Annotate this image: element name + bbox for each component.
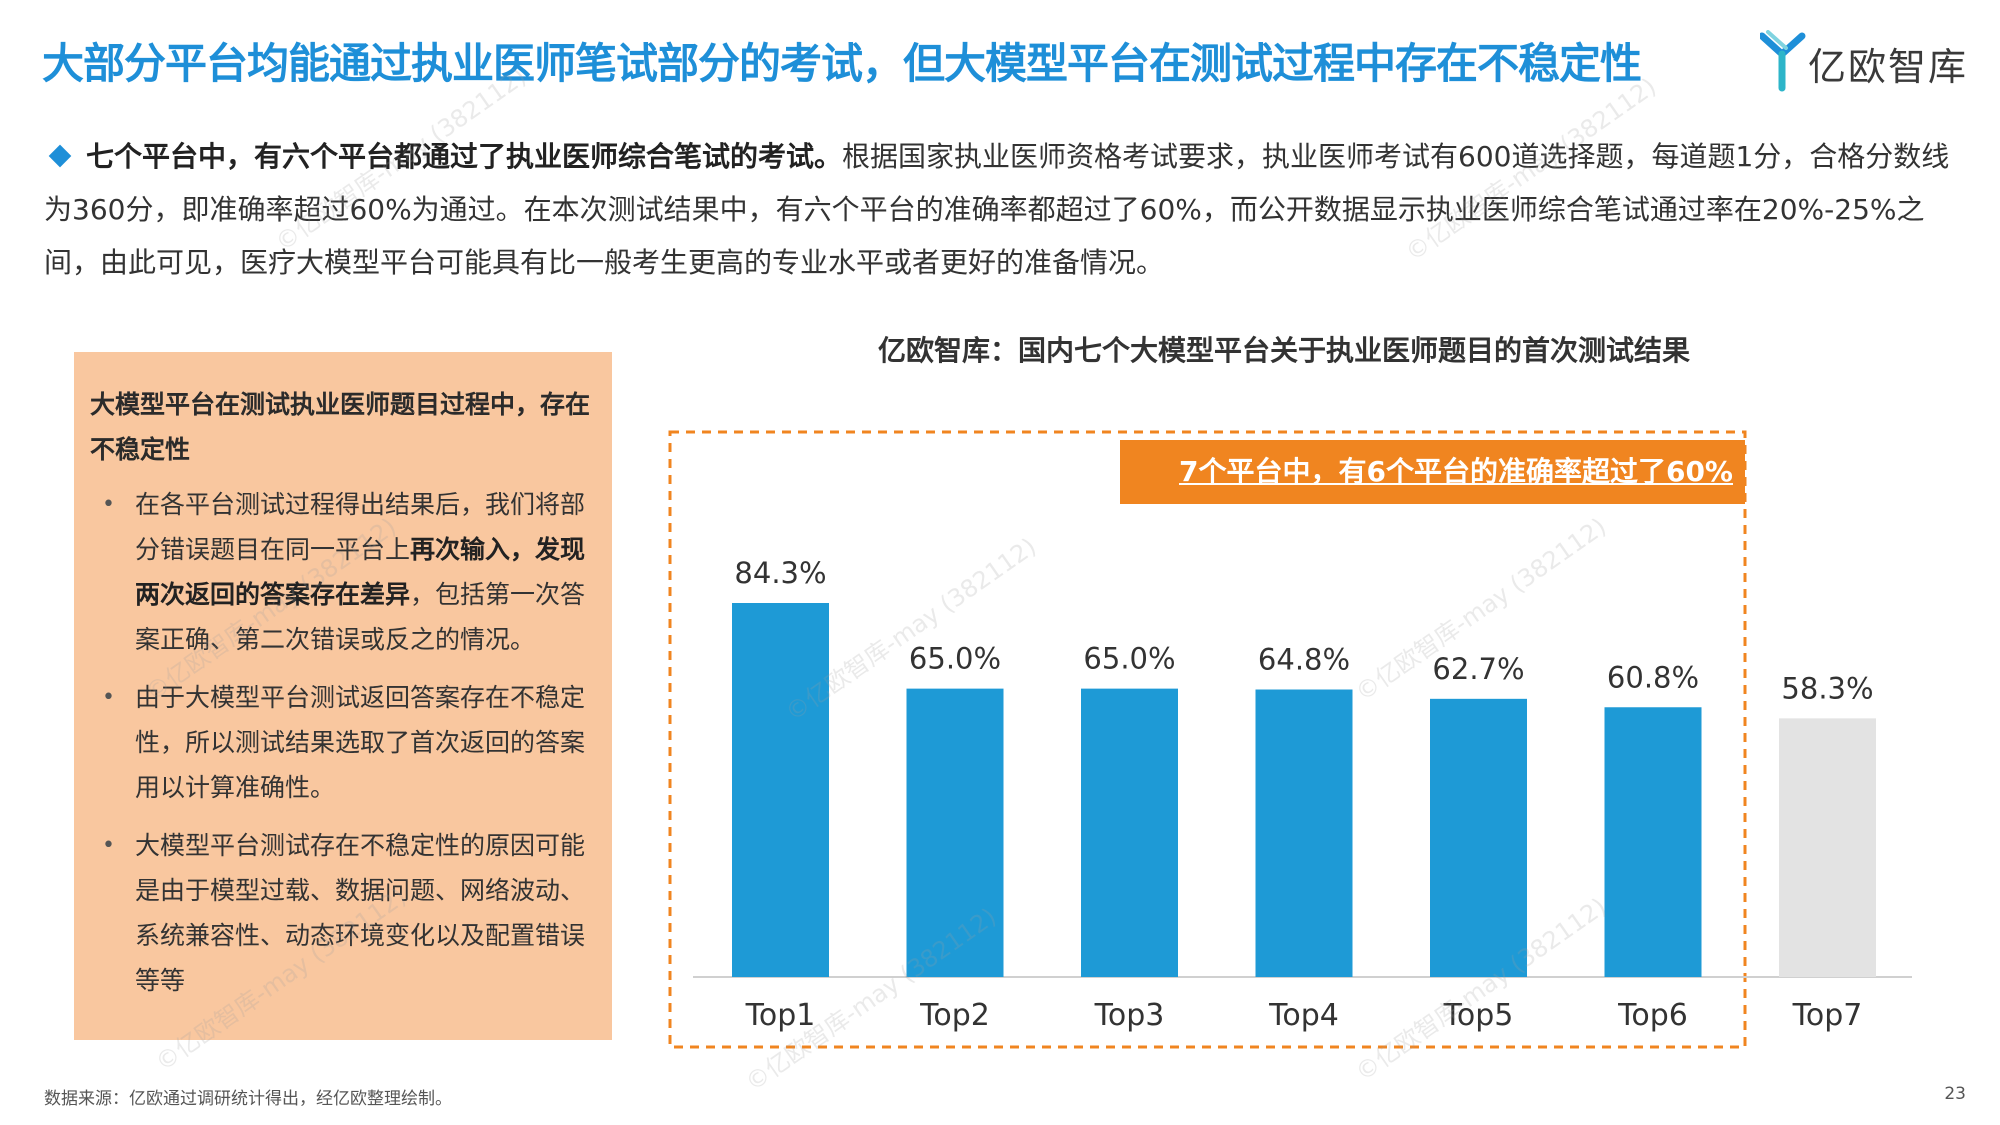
logo-text: 亿欧智库 bbox=[1808, 45, 1969, 89]
note-heading: 大模型平台在测试执业医师题目过程中，存在不稳定性 bbox=[90, 390, 591, 464]
data-label: 60.8% bbox=[1607, 660, 1699, 694]
chart-title: 亿欧智库：国内七个大模型平台关于执业医师题目的首次测试结果 bbox=[878, 334, 1691, 367]
note-item-3: • 大模型平台测试存在不稳定性的原因可能是由于模型过载、数据问题、网络波动、系统兼… bbox=[90, 823, 594, 1003]
category-label: Top2 bbox=[919, 998, 990, 1033]
page-title: 大部分平台均能通过执业医师笔试部分的考试，但大模型平台在测试过程中存在不稳定性 bbox=[42, 39, 1642, 88]
data-label: 65.0% bbox=[1083, 642, 1175, 676]
note-text: 大模型平台测试存在不稳定性的原因可能是由于模型过载、数据问题、网络波动、系统兼容… bbox=[135, 831, 586, 995]
bar-top3 bbox=[1081, 688, 1178, 977]
intro-text: 根据国家执业医师资格考试要求，执业医师考试有600道选择题，每道题1分，合格分数… bbox=[44, 140, 1950, 279]
data-label: 62.7% bbox=[1432, 652, 1524, 686]
instability-note-box: 大模型平台在测试执业医师题目过程中，存在不稳定性 • 在各平台测试过程得出结果后，… bbox=[74, 352, 612, 1040]
note-item-2: • 由于大模型平台测试返回答案存在不稳定性，所以测试结果选取了首次返回的答案用以计… bbox=[90, 675, 594, 810]
data-label: 64.8% bbox=[1258, 643, 1350, 677]
yiou-logo: 亿欧智库 bbox=[1758, 30, 1990, 94]
category-label: Top1 bbox=[745, 998, 816, 1033]
logo-mark-icon bbox=[1758, 30, 1806, 92]
category-label: Top6 bbox=[1617, 998, 1688, 1033]
data-label: 84.3% bbox=[734, 556, 826, 590]
note-text: ，包括第一次答案正确、第二次错误或反之的情况。 bbox=[135, 580, 586, 654]
category-label: Top7 bbox=[1792, 998, 1863, 1033]
intro-bold: 七个平台中，有六个平台都通过了执业医师综合笔试的考试。 bbox=[86, 140, 843, 173]
data-source: 数据来源：亿欧通过调研统计得出，经亿欧整理绘制。 bbox=[44, 1089, 452, 1109]
category-label: Top4 bbox=[1268, 998, 1339, 1033]
category-label: Top5 bbox=[1443, 998, 1514, 1033]
highlight-frame bbox=[668, 430, 1747, 1049]
category-label: Top3 bbox=[1094, 998, 1165, 1033]
bar-top6 bbox=[1604, 707, 1702, 977]
bar-top4 bbox=[1255, 689, 1353, 977]
note-text: 由于大模型平台测试返回答案存在不稳定性，所以测试结果选取了首次返回的答案用以计算… bbox=[135, 683, 586, 802]
bar-top2 bbox=[906, 688, 1004, 977]
bar-top1 bbox=[732, 603, 829, 977]
bar-top5 bbox=[1430, 698, 1527, 977]
callout-banner: 7个平台中，有6个平台的准确率超过了60% bbox=[1120, 440, 1745, 504]
bullet-dot-icon: • bbox=[102, 685, 115, 710]
bullet-dot-icon: • bbox=[102, 833, 115, 858]
note-item-1: • 在各平台测试过程得出结果后，我们将部分错误题目在同一平台上再次输入，发现两次返… bbox=[90, 482, 594, 662]
page-number: 23 bbox=[1944, 1084, 1966, 1104]
bar-top7 bbox=[1779, 718, 1876, 977]
intro-paragraph: 七个平台中，有六个平台都通过了执业医师综合笔试的考试。根据国家执业医师资格考试要… bbox=[44, 130, 1969, 289]
note-text: 在各平台测试过程得出结果后，我们将部分错误题目在同一平台上 bbox=[135, 490, 586, 564]
data-label: 58.3% bbox=[1781, 671, 1873, 705]
data-label: 65.0% bbox=[909, 642, 1001, 676]
note-bold: 再次输入，发现两次返回的答案存在差异 bbox=[135, 535, 586, 609]
note-list: • 在各平台测试过程得出结果后，我们将部分错误题目在同一平台上再次输入，发现两次返… bbox=[90, 482, 594, 1003]
bullet-dot-icon: • bbox=[102, 492, 115, 517]
